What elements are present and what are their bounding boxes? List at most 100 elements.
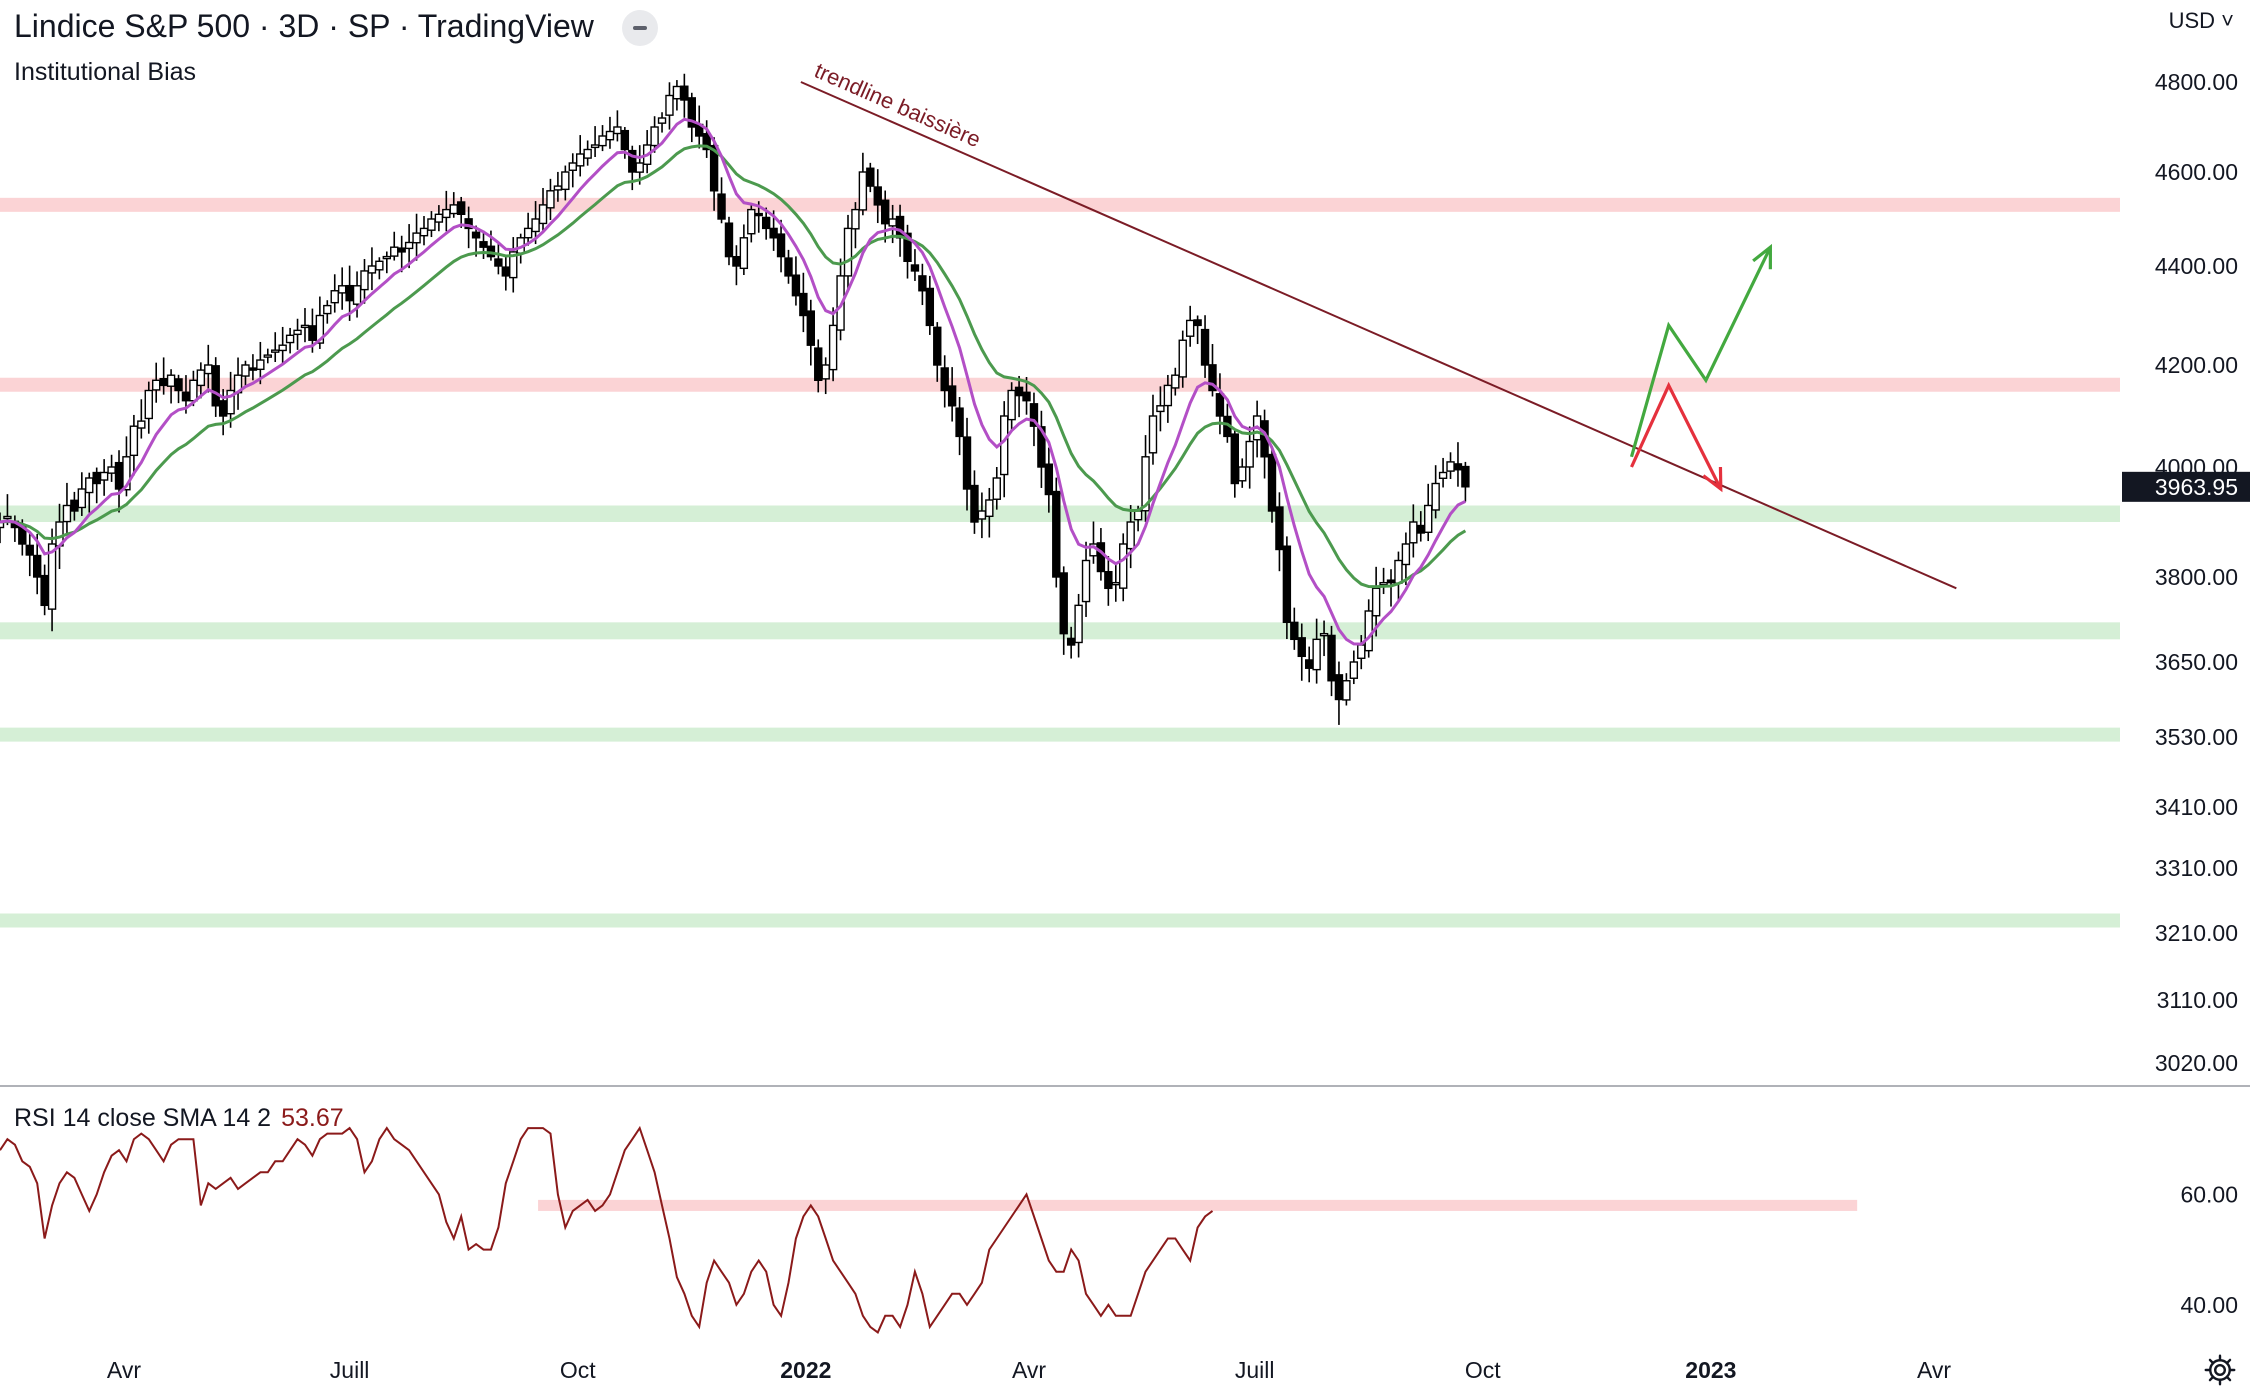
resistance-zone bbox=[0, 377, 2120, 392]
candle-body bbox=[598, 135, 607, 147]
candle-body bbox=[1052, 490, 1061, 578]
candle-body bbox=[1312, 638, 1321, 671]
candle-body bbox=[166, 374, 176, 387]
candle-body bbox=[583, 148, 592, 159]
candle-body bbox=[1066, 637, 1076, 646]
candle-body bbox=[32, 554, 42, 578]
candle-body bbox=[1267, 453, 1277, 512]
candle-body bbox=[1133, 510, 1143, 521]
candle-body bbox=[947, 385, 957, 407]
candle-body bbox=[866, 167, 875, 187]
candle-body bbox=[367, 265, 377, 274]
candle-body bbox=[226, 389, 235, 415]
candle-body bbox=[25, 544, 34, 556]
price-tick-label: 3210.00 bbox=[2155, 920, 2238, 946]
candle-body bbox=[47, 543, 57, 610]
candle-body bbox=[464, 218, 473, 230]
rsi-legend: RSI 14 close SMA 14 2 53.67 bbox=[14, 1104, 344, 1133]
candle-body bbox=[419, 227, 429, 237]
candle-body bbox=[531, 218, 540, 233]
candle-body bbox=[1409, 521, 1418, 544]
candle-body bbox=[1371, 587, 1381, 617]
candle-body bbox=[382, 255, 392, 260]
candle-body bbox=[256, 359, 265, 371]
candle-body bbox=[843, 227, 853, 277]
candle-body bbox=[605, 130, 615, 141]
rsi-value: 53.67 bbox=[281, 1104, 344, 1132]
candle-body bbox=[1126, 521, 1135, 550]
candle-body bbox=[1096, 542, 1106, 573]
candle-body bbox=[1059, 572, 1068, 635]
candle-body bbox=[1297, 637, 1306, 658]
candle-body bbox=[546, 190, 555, 209]
candle-body bbox=[561, 171, 570, 191]
candle-body bbox=[1275, 506, 1284, 551]
candle-body bbox=[1111, 581, 1120, 586]
candle-body bbox=[412, 232, 421, 244]
candle-body bbox=[1453, 463, 1463, 471]
chevron-down-icon: ˅ bbox=[2215, 8, 2234, 33]
candle-body bbox=[672, 85, 682, 100]
candle-body bbox=[308, 325, 317, 341]
candle-body bbox=[903, 232, 912, 262]
candle-body bbox=[107, 466, 116, 474]
candle-body bbox=[821, 364, 830, 380]
candle-body bbox=[799, 292, 808, 317]
gear-icon[interactable] bbox=[2202, 1352, 2238, 1388]
candle-body bbox=[1238, 466, 1247, 482]
candle-body bbox=[479, 241, 488, 248]
rsi-tick-label: 40.00 bbox=[2180, 1292, 2238, 1318]
candle-body bbox=[1327, 634, 1336, 682]
rsi-resistance-zone bbox=[538, 1199, 1858, 1211]
candle-body bbox=[761, 216, 771, 230]
price-tick-label: 3410.00 bbox=[2155, 794, 2238, 820]
last-price-value: 3963.95 bbox=[2155, 474, 2238, 500]
candle-body bbox=[137, 420, 146, 429]
candle-body bbox=[1022, 391, 1031, 402]
currency-selector[interactable]: USD ˅ bbox=[2169, 8, 2234, 34]
candle-body bbox=[553, 185, 563, 191]
candle-body bbox=[970, 484, 979, 523]
candle-body bbox=[1364, 610, 1373, 652]
candle-body bbox=[434, 213, 444, 223]
candle-body bbox=[404, 241, 414, 250]
candle-body bbox=[1319, 632, 1329, 637]
candle-body bbox=[1044, 463, 1054, 496]
candle-body bbox=[1208, 364, 1217, 392]
candle-body bbox=[523, 227, 533, 239]
candle-body bbox=[0, 521, 5, 529]
candle-body bbox=[1379, 581, 1388, 586]
candle-body bbox=[1386, 579, 1396, 584]
price-tick-label: 4600.00 bbox=[2155, 159, 2238, 185]
price-tick-label: 3650.00 bbox=[2155, 649, 2238, 675]
candle-body bbox=[880, 199, 890, 225]
collapse-legend-button[interactable] bbox=[622, 10, 658, 46]
candle-body bbox=[278, 344, 287, 352]
rsi-line bbox=[0, 1125, 1214, 1334]
candle-body bbox=[204, 364, 213, 375]
price-tick-label: 3310.00 bbox=[2155, 855, 2238, 881]
candle-body bbox=[189, 379, 198, 402]
candle-body bbox=[1431, 482, 1440, 511]
candle-body bbox=[680, 85, 689, 101]
candle-body bbox=[576, 153, 585, 167]
candle-body bbox=[360, 270, 369, 291]
candle-body bbox=[1193, 319, 1202, 327]
time-axis-label: 2022 bbox=[780, 1357, 831, 1383]
candle-body bbox=[962, 436, 972, 490]
resistance-zone bbox=[0, 197, 2120, 212]
candle-body bbox=[1245, 440, 1254, 468]
candle-body bbox=[754, 212, 763, 217]
candle-body bbox=[315, 314, 325, 344]
candle-body bbox=[1438, 471, 1448, 479]
candle-body bbox=[568, 162, 577, 171]
candle-body bbox=[144, 389, 153, 420]
time-axis-label: 2023 bbox=[1685, 1357, 1736, 1383]
candle-body bbox=[1178, 339, 1187, 378]
price-tick-label: 4800.00 bbox=[2155, 69, 2238, 95]
candle-body bbox=[345, 284, 354, 302]
candle-body bbox=[494, 258, 503, 267]
candle-body bbox=[910, 264, 920, 272]
